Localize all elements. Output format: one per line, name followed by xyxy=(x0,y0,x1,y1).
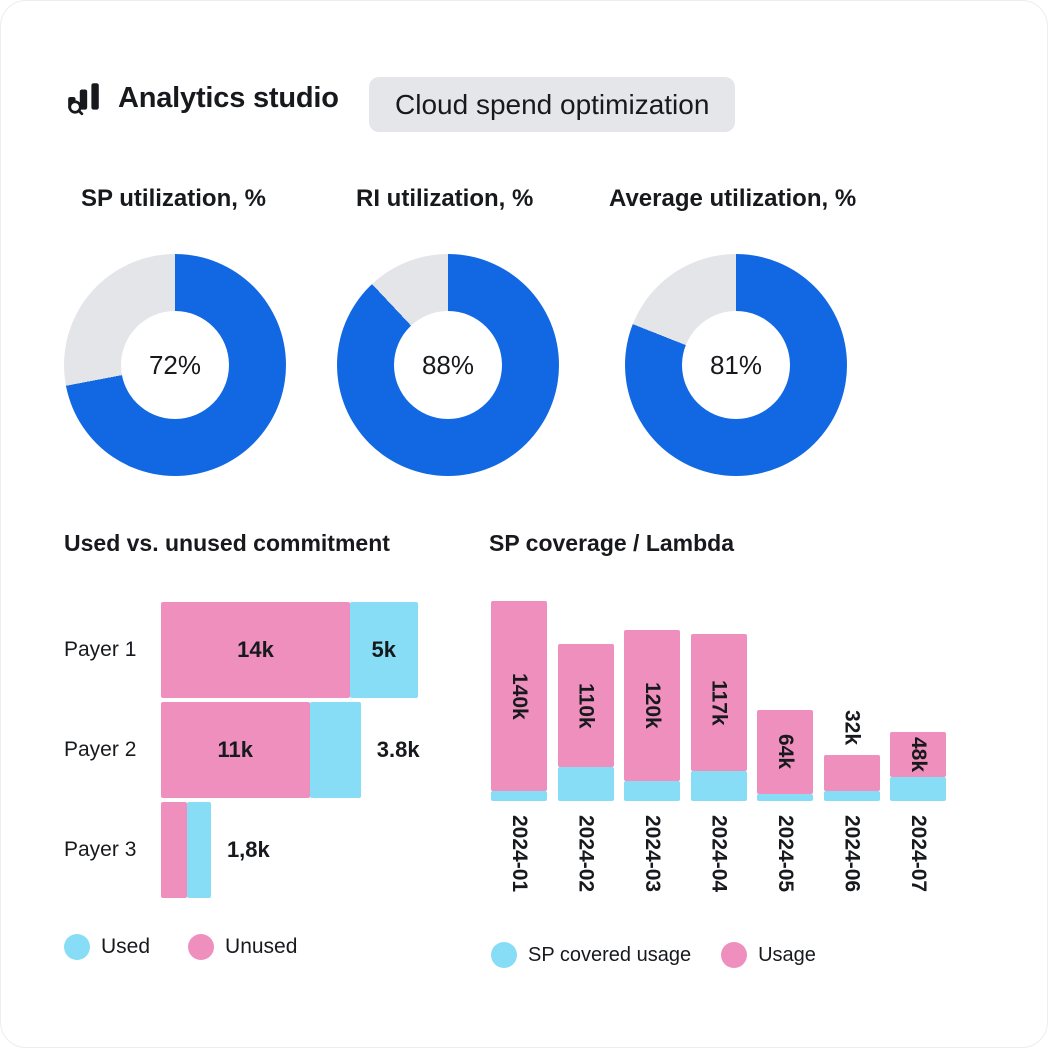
ri-utilization-title: RI utilization, % xyxy=(356,185,534,212)
x-axis-label: 2024-04 xyxy=(707,815,731,893)
payer-row: Payer 2 11k 3.8k xyxy=(64,702,434,798)
legend-item-used[interactable]: Used xyxy=(64,934,150,960)
sp-covered-segment xyxy=(757,793,813,801)
usage-segment: 48k xyxy=(890,732,946,777)
x-axis-label-wrap: 2024-03 xyxy=(624,815,680,892)
average-utilization-title: Average utilization, % xyxy=(609,185,857,212)
usage-segment xyxy=(823,755,880,791)
bar-value-label: 64k xyxy=(774,734,797,770)
used-segment: 5k xyxy=(350,602,418,698)
header: Analytics studio xyxy=(65,79,339,117)
sp-covered-segment xyxy=(890,776,946,801)
x-axis-label-wrap: 2024-07 xyxy=(890,815,946,892)
bar-2024-01: 140k 2024-01 xyxy=(491,601,547,892)
commitment-legend: Used Unused xyxy=(64,934,297,960)
bar-outside-label: 3.8k xyxy=(376,737,420,762)
x-axis-label: 2024-07 xyxy=(907,815,930,893)
sp-coverage-legend: SP covered usage Usage xyxy=(491,942,816,968)
bar-outside-label: 1,8k xyxy=(226,837,270,862)
bar-value-label: 140k xyxy=(508,672,531,720)
bar-value-label: 117k xyxy=(707,679,731,726)
bar-value-label: 120k xyxy=(641,681,664,729)
donut-center-value: 81% xyxy=(709,349,763,380)
bar-value-label: 5k xyxy=(371,637,396,662)
donut-center: 72% xyxy=(121,311,229,419)
y-axis-label: Payer 2 xyxy=(64,738,137,761)
usage-segment: 64k xyxy=(757,709,813,794)
legend-item-usage[interactable]: Usage xyxy=(721,942,816,968)
x-axis-label-wrap: 2024-06 xyxy=(824,815,880,892)
usage-segment: 140k xyxy=(491,601,547,791)
sp-utilization-donut: 72% xyxy=(64,254,286,476)
average-utilization-donut: 81% xyxy=(625,254,847,476)
y-axis-label: Payer 1 xyxy=(64,638,137,661)
sp-coverage-chart-title: SP coverage / Lambda xyxy=(489,530,735,556)
sp-utilization-title: SP utilization, % xyxy=(81,185,266,212)
report-badge[interactable]: Cloud spend optimization xyxy=(369,77,736,132)
donut-center-value: 72% xyxy=(148,349,202,380)
bar-value-label: 14k xyxy=(237,637,274,662)
bar-2024-04: 117k 2024-04 xyxy=(690,633,747,892)
bar-value-label: 48k xyxy=(907,737,930,773)
commitment-chart: Payer 1 14k 5k Payer 2 11k 3.8k Payer 3 xyxy=(64,602,434,902)
usage-segment: 120k xyxy=(624,629,680,781)
x-axis-label: 2024-05 xyxy=(774,815,797,893)
bar-value-label: 110k xyxy=(574,682,598,729)
sp-covered-segment xyxy=(491,791,547,801)
payer-row: Payer 3 1,8k xyxy=(64,802,434,898)
usage-segment: 110k xyxy=(557,643,614,767)
bar-value-label: 11k xyxy=(217,737,254,762)
legend-item-sp-covered-usage[interactable]: SP covered usage xyxy=(491,942,691,968)
used-swatch-icon xyxy=(64,934,90,960)
x-axis-label: 2024-02 xyxy=(574,815,598,893)
sp-coverage-chart: 140k 2024-01 110k 2024-02 120k 2024-03 xyxy=(491,601,947,892)
bar-value-label: 32k xyxy=(840,710,864,746)
x-axis-label-wrap: 2024-05 xyxy=(757,815,813,892)
legend-item-unused[interactable]: Unused xyxy=(188,934,297,960)
used-segment xyxy=(186,802,211,898)
ri-utilization-donut: 88% xyxy=(337,254,559,476)
unused-swatch-icon xyxy=(188,934,215,960)
usage-swatch-icon xyxy=(721,942,748,968)
payer-row: Payer 1 14k 5k xyxy=(64,602,434,698)
unused-segment: 11k xyxy=(161,702,310,798)
sp-covered-swatch-icon xyxy=(491,942,517,968)
legend-label: Used xyxy=(101,935,151,958)
commitment-chart-title: Used vs. unused commitment xyxy=(64,530,390,556)
unused-segment xyxy=(161,802,187,898)
donut-center: 88% xyxy=(394,311,502,419)
legend-label: Unused xyxy=(225,935,298,958)
app-title: Analytics studio xyxy=(118,81,339,114)
legend-label: SP covered usage xyxy=(528,943,692,966)
x-axis-label-wrap: 2024-04 xyxy=(691,815,747,892)
sp-covered-segment xyxy=(624,781,680,801)
bar-2024-02: 110k 2024-02 xyxy=(557,643,614,892)
bar-2024-03: 120k 2024-03 xyxy=(624,629,680,892)
bar-2024-06: 32k 2024-06 xyxy=(823,710,880,892)
x-axis-label: 2024-01 xyxy=(508,815,531,893)
x-axis-label-wrap: 2024-02 xyxy=(558,815,614,892)
legend-label: Usage xyxy=(758,943,816,966)
analytics-bars-magnifier-icon xyxy=(68,83,99,116)
sp-covered-segment xyxy=(823,791,880,801)
bar-2024-07: 48k 2024-07 xyxy=(890,732,946,892)
usage-segment: 117k xyxy=(690,633,747,771)
x-axis-label: 2024-03 xyxy=(641,815,664,893)
y-axis-label: Payer 3 xyxy=(64,838,137,861)
donut-center-value: 88% xyxy=(421,349,475,380)
used-segment xyxy=(309,702,361,798)
donut-center: 81% xyxy=(682,311,790,419)
bar-2024-05: 64k 2024-05 xyxy=(757,709,813,892)
sp-covered-segment xyxy=(557,766,614,801)
sp-covered-segment xyxy=(690,771,747,801)
unused-segment: 14k xyxy=(161,602,350,698)
x-axis-label-wrap: 2024-01 xyxy=(491,815,547,892)
x-axis-label: 2024-06 xyxy=(840,815,864,893)
